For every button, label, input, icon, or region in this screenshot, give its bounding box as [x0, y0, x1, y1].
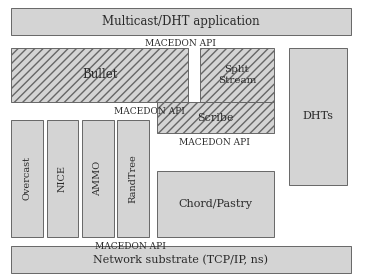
Bar: [117, 120, 149, 237]
Text: MACEDON API: MACEDON API: [95, 242, 166, 251]
Text: RandTree: RandTree: [129, 154, 138, 203]
Text: Overcast: Overcast: [22, 157, 32, 200]
Text: Network substrate (TCP/IP, ns): Network substrate (TCP/IP, ns): [93, 255, 269, 265]
Bar: [11, 48, 188, 102]
Text: Bullet: Bullet: [82, 68, 117, 81]
Bar: [200, 48, 274, 102]
Bar: [157, 102, 274, 133]
Text: MACEDON API: MACEDON API: [179, 138, 250, 147]
Bar: [11, 120, 43, 237]
Bar: [11, 246, 351, 273]
Bar: [47, 120, 78, 237]
Text: MACEDON API: MACEDON API: [145, 39, 216, 48]
Text: Chord/Pastry: Chord/Pastry: [178, 199, 253, 209]
Text: AMMO: AMMO: [93, 161, 103, 196]
Text: Multicast/DHT application: Multicast/DHT application: [102, 15, 260, 28]
Text: MACEDON API: MACEDON API: [114, 108, 185, 116]
Bar: [157, 171, 274, 237]
Text: Split
Stream: Split Stream: [218, 65, 256, 85]
Text: NICE: NICE: [58, 165, 67, 192]
Text: Scribe: Scribe: [197, 113, 233, 123]
Bar: [11, 8, 351, 35]
Bar: [289, 48, 347, 185]
Bar: [82, 120, 114, 237]
Text: DHTs: DHTs: [303, 111, 333, 121]
